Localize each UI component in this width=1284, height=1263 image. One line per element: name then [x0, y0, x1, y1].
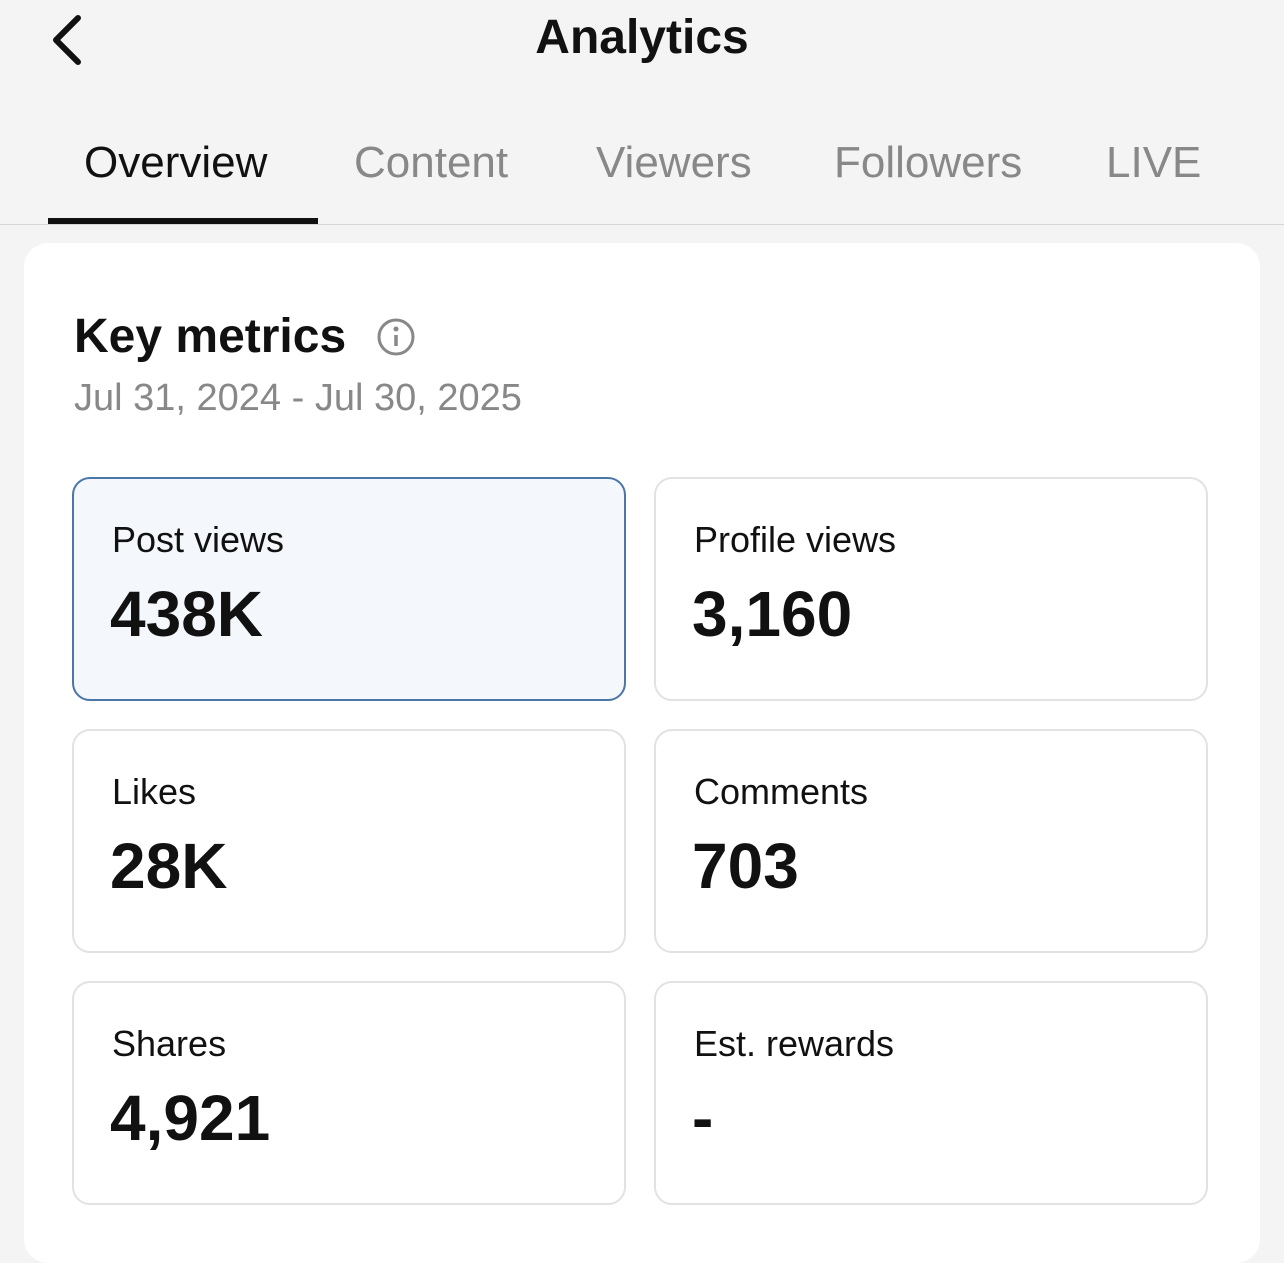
info-icon[interactable] — [376, 317, 416, 357]
metric-value: 3,160 — [692, 578, 853, 650]
metric-label: Profile views — [694, 519, 897, 560]
tab-indicator — [48, 218, 318, 224]
page-title: Analytics — [535, 11, 749, 64]
tab[interactable]: LIVE — [1106, 138, 1202, 187]
tab[interactable]: Content — [354, 138, 509, 187]
metric-tile[interactable]: Profile views 3,160 — [654, 477, 1208, 701]
metric-tile[interactable]: Est. rewards - — [654, 981, 1208, 1205]
metric-label: Est. rewards — [694, 1023, 895, 1064]
metric-tile[interactable]: Shares 4,921 — [72, 981, 626, 1205]
metric-tile[interactable]: Post views 438K — [72, 477, 626, 701]
tab-bar: Overview Content Viewers Followers LIVE — [0, 138, 1284, 225]
tab[interactable]: Followers — [834, 138, 1023, 187]
back-button[interactable] — [48, 14, 88, 70]
metric-value: 703 — [692, 830, 799, 902]
metric-value: 4,921 — [110, 1082, 271, 1154]
tab[interactable]: Viewers — [596, 138, 752, 187]
metric-tile[interactable]: Comments 703 — [654, 729, 1208, 953]
metric-label: Likes — [112, 771, 197, 812]
metrics-card: Key metrics Jul 31, 2024 - Jul 30, 2025 … — [24, 243, 1260, 1263]
metric-value: - — [692, 1082, 714, 1154]
metric-tile[interactable]: Likes 28K — [72, 729, 626, 953]
page: Analytics Overview Content Viewers Follo… — [0, 11, 1284, 1263]
date-range: Jul 31, 2024 - Jul 30, 2025 — [74, 377, 522, 419]
metric-value: 438K — [110, 578, 263, 650]
metric-label: Shares — [112, 1023, 227, 1064]
metric-label: Comments — [694, 771, 869, 812]
section-title: Key metrics — [74, 310, 347, 363]
tab[interactable]: Overview — [84, 138, 268, 187]
metric-value: 28K — [110, 830, 228, 902]
metric-label: Post views — [112, 519, 285, 560]
